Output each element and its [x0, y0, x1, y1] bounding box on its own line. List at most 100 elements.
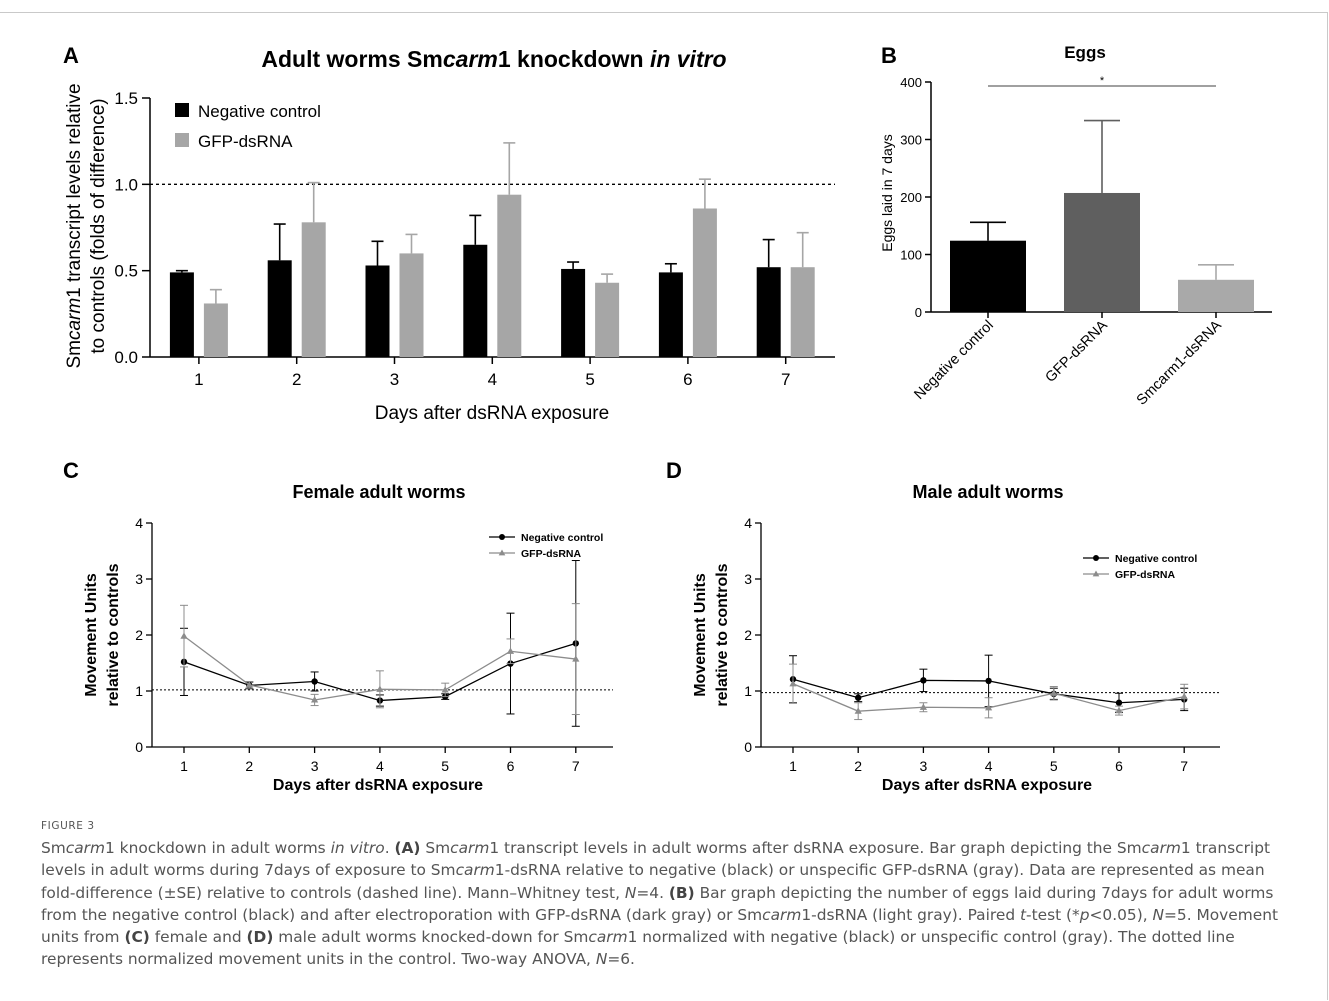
chart-a-x-tick-label: 2: [292, 370, 301, 389]
chart-c-x-tick-label: 4: [376, 758, 384, 774]
chart-c-point: [245, 681, 253, 688]
chart-b-x-tick-label: GFP-dsRNA: [1043, 317, 1112, 386]
chart-b-x-tick-label: Smcarm1-dsRNA: [1134, 317, 1225, 408]
chart-c-x-label: Days after dsRNA exposure: [273, 777, 483, 794]
chart-c-y-tick-label: 0: [135, 739, 143, 755]
panel-label-c: C: [63, 458, 79, 483]
chart-d-x-tick-label: 5: [1050, 758, 1058, 774]
chart-b-bar: [1178, 279, 1254, 312]
figure-frame: [0, 12, 1328, 1000]
chart-b-x-tick-label: Negative control: [911, 318, 996, 403]
chart-d-x-tick-label: 3: [920, 758, 928, 774]
chart-a-y-tick-label: 0.5: [114, 262, 138, 281]
chart-c-legend-label: GFP-dsRNA: [521, 548, 582, 560]
chart-a-bar: [497, 194, 522, 357]
chart-c-y-tick-label: 2: [135, 627, 143, 643]
chart-a-bar: [267, 260, 292, 357]
chart-d-x-tick-label: 6: [1115, 758, 1123, 774]
chart-d-y-tick-label: 3: [744, 571, 752, 587]
chart-a-bar: [169, 272, 194, 357]
chart-b-y-tick-label: 100: [900, 248, 922, 263]
chart-c-legend-marker: [499, 534, 505, 540]
chart-a-y-label-line1: Smcarm1 transcript levels relative: [64, 83, 85, 368]
chart-d-y-tick-label: 1: [744, 683, 752, 699]
chart-a-bar: [203, 303, 228, 357]
chart-a-y-tick-label: 0.0: [114, 348, 138, 367]
chart-b-y-tick-label: 200: [900, 190, 922, 205]
chart-a-legend-swatch: [175, 133, 189, 147]
chart-d-point: [985, 704, 993, 711]
chart-c-point: [441, 686, 449, 693]
chart-c-point: [376, 685, 384, 692]
chart-d-legend-marker: [1093, 555, 1099, 561]
chart-c-y-tick-label: 1: [135, 683, 143, 699]
chart-d-x-tick-label: 7: [1180, 758, 1188, 774]
chart-b-y-label: Eggs laid in 7 days: [879, 134, 895, 252]
chart-d-y-label-line2: relative to controls: [714, 563, 731, 706]
chart-a-x-label: Days after dsRNA exposure: [375, 403, 609, 424]
chart-a-y-label-line2: to controls (folds of difference): [88, 98, 109, 353]
chart-d-point: [855, 694, 862, 701]
chart-d-y-tick-label: 0: [744, 739, 752, 755]
chart-b-bar: [1064, 192, 1140, 312]
chart-c-point: [180, 632, 188, 639]
chart-d-point: [1180, 692, 1188, 700]
chart-a-bar: [561, 268, 586, 357]
chart-c-x-tick-label: 2: [245, 758, 253, 774]
chart-c-title: Female adult worms: [292, 482, 465, 502]
chart-d-legend-label: Negative control: [1115, 553, 1197, 565]
chart-a-bar: [658, 272, 683, 357]
figure-charts: A Adult worms Smcarm1 knockdown in vitro 0…: [63, 43, 1272, 794]
chart-a-x-tick-label: 6: [683, 370, 692, 389]
chart-a-x-tick-label: 4: [488, 370, 497, 389]
chart-c-y-label-line2: relative to controls: [105, 563, 122, 706]
chart-d-y-tick-label: 4: [744, 515, 752, 531]
chart-d-legend-label: GFP-dsRNA: [1115, 569, 1176, 581]
figure-label: FIGURE 3: [41, 820, 95, 832]
chart-d-point: [1050, 689, 1058, 696]
chart-d-y-label-line1: Movement Units: [692, 573, 709, 697]
panel-label-a: A: [63, 43, 79, 68]
chart-d-point: [854, 707, 862, 714]
chart-a-x-tick-label: 5: [585, 370, 594, 389]
chart-d-y-tick-label: 2: [744, 627, 752, 643]
chart-d-x-tick-label: 4: [985, 758, 993, 774]
chart-d-point: [789, 679, 797, 687]
figure-caption: Smcarm1 knockdown in adult worms in vitr…: [41, 839, 1278, 969]
chart-a-legend-label: Negative control: [198, 102, 321, 121]
chart-a-title: Adult worms Smcarm1 knockdown in vitro: [261, 46, 726, 72]
chart-b-significance-label: *: [1100, 75, 1105, 87]
chart-a-bar: [692, 208, 717, 357]
chart-c-x-tick-label: 3: [311, 758, 319, 774]
chart-d-point: [919, 703, 927, 710]
chart-c-x-tick-label: 5: [441, 758, 449, 774]
chart-a-legend-swatch: [175, 103, 189, 117]
chart-d-x-label: Days after dsRNA exposure: [882, 777, 1092, 794]
chart-c-x-tick-label: 1: [180, 758, 188, 774]
chart-d-title: Male adult worms: [912, 482, 1063, 502]
chart-d-point: [1115, 706, 1123, 714]
chart-a-x-tick-label: 1: [194, 370, 203, 389]
chart-a-bar: [790, 267, 815, 357]
chart-a-x-tick-label: 7: [781, 370, 790, 389]
panel-label-d: D: [666, 458, 682, 483]
chart-c-y-tick-label: 4: [135, 515, 143, 531]
chart-c-x-tick-label: 6: [507, 758, 515, 774]
chart-a-bar: [463, 244, 488, 357]
chart-a-legend-label: GFP-dsRNA: [198, 132, 293, 151]
chart-d-legend-marker: [1092, 570, 1100, 577]
chart-c-x-tick-label: 7: [572, 758, 580, 774]
chart-a-bar: [595, 282, 620, 357]
chart-a-bar: [301, 222, 326, 357]
chart-b-title: Eggs: [1064, 43, 1106, 62]
chart-b-bar: [950, 240, 1026, 312]
chart-c-point: [572, 655, 580, 662]
chart-c-legend-marker: [498, 549, 506, 556]
chart-d-point: [985, 677, 992, 685]
chart-d-x-tick-label: 2: [854, 758, 862, 774]
chart-b-y-tick-label: 300: [900, 133, 922, 148]
chart-c-point: [311, 696, 319, 703]
chart-b-y-tick-label: 400: [900, 75, 922, 90]
chart-c-point: [311, 678, 318, 685]
chart-a-x-tick-label: 3: [390, 370, 399, 389]
